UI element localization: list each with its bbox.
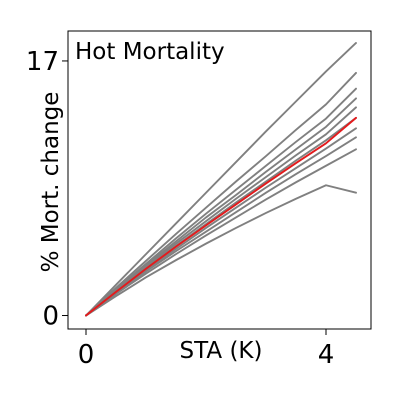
- chart-title: Hot Mortality: [75, 39, 225, 65]
- series-layer: [85, 42, 357, 317]
- tick-layer: 0 4 0 17: [26, 47, 334, 370]
- series-line-10: [85, 184, 357, 317]
- plot-frame: [67, 30, 372, 330]
- x-tick-label: 0: [78, 340, 95, 370]
- highlight-layer: [85, 116, 357, 317]
- x-tick-label: 4: [318, 340, 335, 370]
- y-axis-label: % Mort. change: [38, 92, 64, 273]
- series-line-9: [85, 148, 357, 317]
- y-tick-label: 0: [42, 302, 59, 332]
- y-tick-label: 17: [26, 47, 59, 77]
- series-line-8: [85, 136, 357, 317]
- highlight-line: [85, 116, 357, 317]
- x-axis-label: STA (K): [180, 338, 263, 364]
- series-line-1: [85, 42, 357, 317]
- series-line-2: [85, 71, 357, 317]
